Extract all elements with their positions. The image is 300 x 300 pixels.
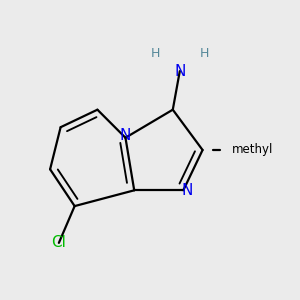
Text: N: N	[174, 64, 185, 79]
Text: N: N	[181, 183, 193, 198]
Text: H: H	[200, 47, 209, 60]
Text: methyl: methyl	[232, 143, 274, 157]
Text: N: N	[120, 128, 131, 143]
Text: Cl: Cl	[51, 236, 66, 250]
Text: H: H	[151, 47, 160, 60]
